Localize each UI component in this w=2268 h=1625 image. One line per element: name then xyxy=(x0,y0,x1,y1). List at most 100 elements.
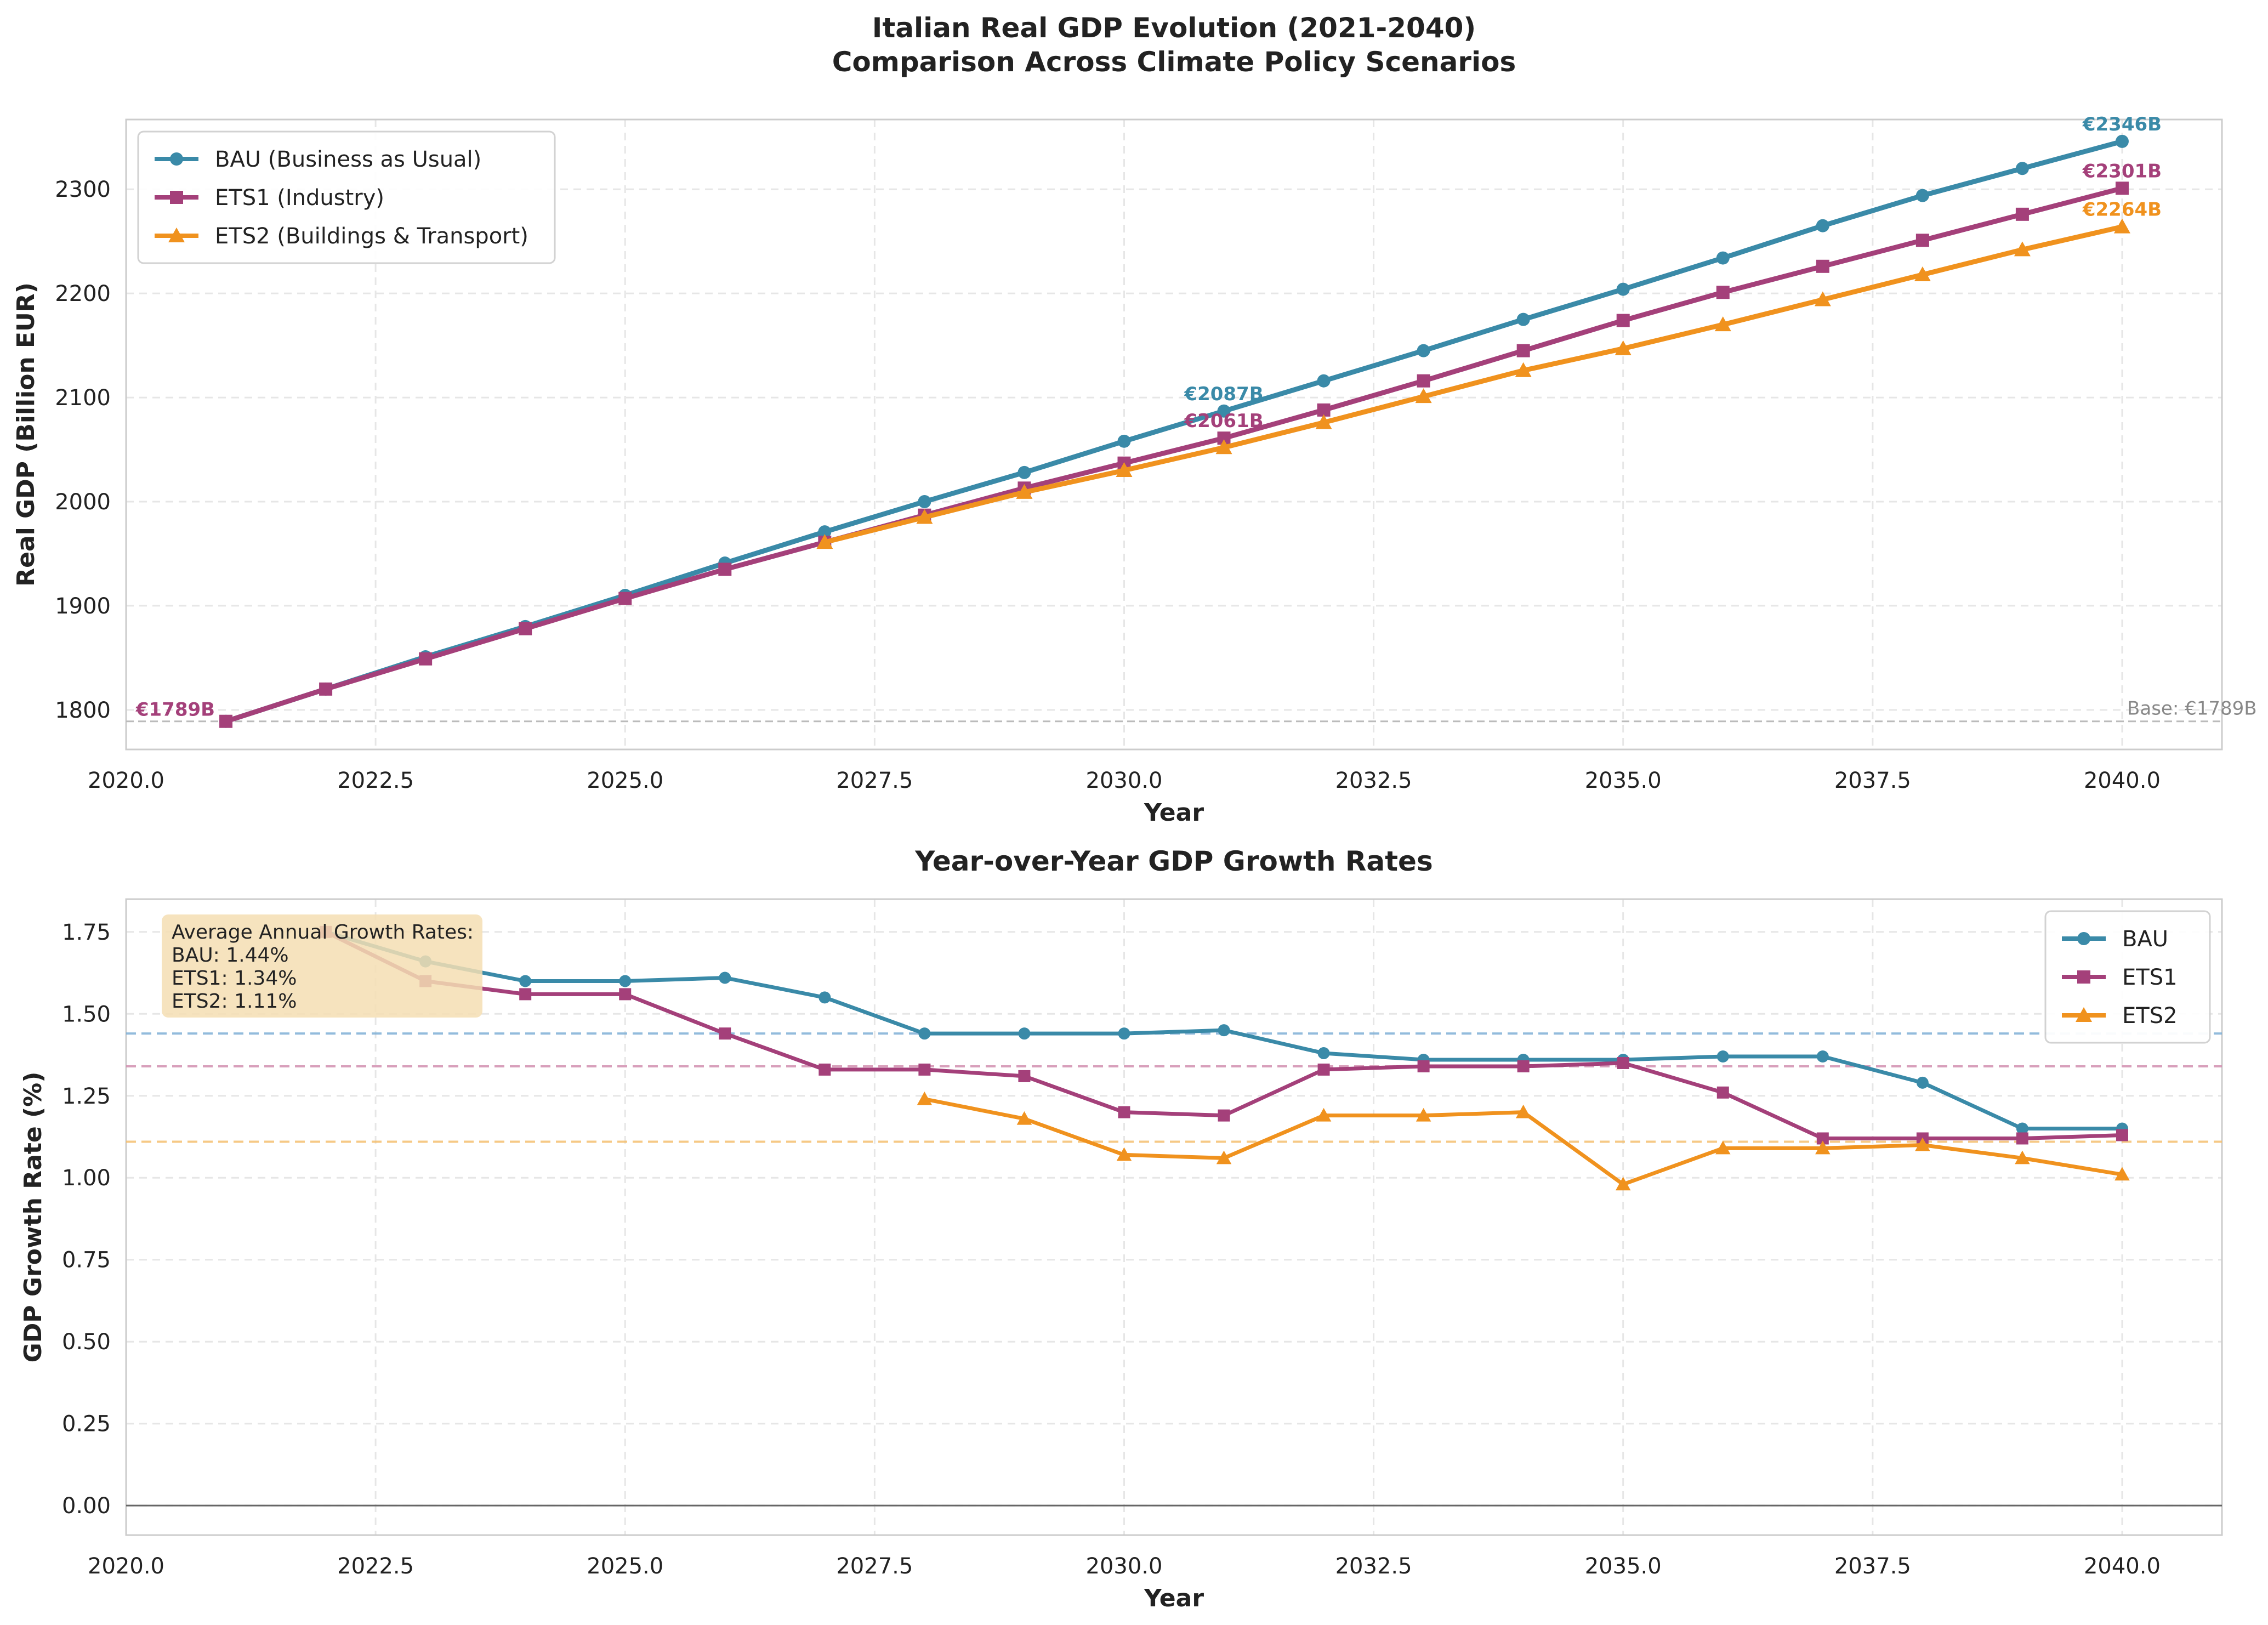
data-point xyxy=(1914,266,1931,281)
y-tick-label: 2300 xyxy=(55,177,111,202)
series-line xyxy=(822,224,2125,545)
legend-marker xyxy=(168,228,185,242)
x-tick-label: 2037.5 xyxy=(1834,1554,1911,1579)
data-point xyxy=(816,534,833,549)
y-tick-label: 1.25 xyxy=(62,1084,111,1109)
data-point xyxy=(2016,1122,2028,1135)
data-point xyxy=(918,1063,931,1076)
data-point xyxy=(1515,1104,1531,1118)
data-point xyxy=(1016,484,1033,499)
y-tick-label: 0.00 xyxy=(62,1493,111,1519)
data-point xyxy=(2015,162,2029,175)
y-tick-label: 0.25 xyxy=(62,1412,111,1437)
data-point xyxy=(1516,312,1530,326)
data-point xyxy=(1118,1027,1130,1040)
data-point xyxy=(1617,1056,1629,1069)
data-point xyxy=(1915,1137,1930,1151)
data-point xyxy=(916,509,933,524)
data-point xyxy=(1716,286,1730,299)
data-point xyxy=(2015,207,2029,221)
x-tick-label: 2020.0 xyxy=(88,1554,164,1579)
series-3 xyxy=(816,218,2130,549)
data-annotation: €2264B xyxy=(2082,199,2162,221)
data-point xyxy=(1716,251,1730,265)
y-axis-label: GDP Growth Rate (%) xyxy=(19,1072,47,1363)
x-tick-label: 2030.0 xyxy=(1085,1554,1162,1579)
data-point xyxy=(1716,1086,1729,1099)
x-tick-label: 2032.5 xyxy=(1335,1554,1412,1579)
chart-title: Italian Real GDP Evolution (2021-2040) Co… xyxy=(832,12,1516,78)
data-point xyxy=(1816,1132,1829,1145)
data-point xyxy=(1616,282,1630,296)
y-tick-label: 2100 xyxy=(55,385,111,411)
chart-title-line: Year-over-Year GDP Growth Rates xyxy=(914,845,1433,877)
data-point xyxy=(1417,374,1430,388)
x-tick-label: 2032.5 xyxy=(1335,768,1412,793)
series-line xyxy=(223,185,2125,724)
x-tick-label: 2035.0 xyxy=(1585,768,1662,793)
legend-label: ETS2 (Buildings & Transport) xyxy=(215,224,528,249)
data-point xyxy=(719,1027,731,1040)
data-point xyxy=(1816,259,1829,273)
data-point xyxy=(1117,434,1131,448)
data-point xyxy=(519,988,532,1001)
legend-label: ETS1 (Industry) xyxy=(215,185,384,211)
data-point xyxy=(1517,1060,1530,1072)
x-tick-label: 2040.0 xyxy=(2084,768,2161,793)
data-point xyxy=(918,495,931,508)
x-tick-label: 2025.0 xyxy=(587,768,663,793)
x-tick-label: 2030.0 xyxy=(1085,768,1162,793)
data-point xyxy=(1016,1111,1032,1125)
data-point xyxy=(1317,1047,1330,1060)
info-box-line: ETS1: 1.34% xyxy=(172,967,297,990)
data-point xyxy=(1615,340,1632,355)
data-point xyxy=(2115,134,2129,148)
data-point xyxy=(519,975,532,987)
x-axis-label: Year xyxy=(1144,799,1204,827)
data-point xyxy=(319,682,333,696)
data-point xyxy=(1714,316,1731,332)
data-point xyxy=(2113,218,2130,234)
y-tick-label: 0.75 xyxy=(62,1248,111,1273)
info-box-line: ETS2: 1.11% xyxy=(172,990,297,1013)
data-point xyxy=(1417,1060,1430,1072)
data-point xyxy=(2014,241,2031,257)
data-point xyxy=(719,971,731,984)
data-point xyxy=(619,988,632,1001)
data-point xyxy=(1215,439,1232,454)
y-tick-label: 1900 xyxy=(55,594,111,619)
data-point xyxy=(917,1091,933,1105)
legend-label: ETS1 xyxy=(2122,965,2178,990)
data-point xyxy=(1116,462,1133,478)
data-point xyxy=(1018,465,1031,479)
data-annotation: €2087B xyxy=(1184,383,1263,405)
legend-label: BAU xyxy=(2122,927,2168,952)
data-point xyxy=(1814,291,1831,306)
data-point xyxy=(818,525,832,539)
data-point xyxy=(1316,1107,1332,1122)
data-point xyxy=(219,714,233,728)
baseline-label: Base: €1789B xyxy=(2127,698,2257,720)
data-point xyxy=(2115,181,2129,195)
chart-panel-2: 2020.0 2022.5 2025.0 2027.5 2030.0 2032.5 2035… xyxy=(19,845,2223,1612)
data-point xyxy=(818,991,831,1004)
data-point xyxy=(1416,1107,1431,1122)
data-point xyxy=(1915,189,1929,202)
chart-title-line: Italian Real GDP Evolution (2021-2040) xyxy=(872,12,1476,44)
data-point xyxy=(1615,1177,1631,1191)
axes-frame xyxy=(125,898,2223,1536)
chart-title-line: Comparison Across Climate Policy Scenari… xyxy=(832,46,1516,78)
data-point xyxy=(1018,1070,1031,1082)
data-point xyxy=(1415,388,1432,404)
data-point xyxy=(1516,344,1530,357)
y-tick-label: 1.00 xyxy=(62,1166,111,1191)
legend-marker xyxy=(170,191,183,204)
x-tick-label: 2027.5 xyxy=(836,768,913,793)
data-point xyxy=(1216,1150,1232,1164)
series-3 xyxy=(917,1091,2130,1191)
x-tick-label: 2027.5 xyxy=(836,1554,913,1579)
x-axis-label: Year xyxy=(1144,1584,1204,1612)
data-point xyxy=(918,1027,931,1040)
legend-marker xyxy=(2076,1007,2092,1022)
data-point xyxy=(1217,404,1231,418)
